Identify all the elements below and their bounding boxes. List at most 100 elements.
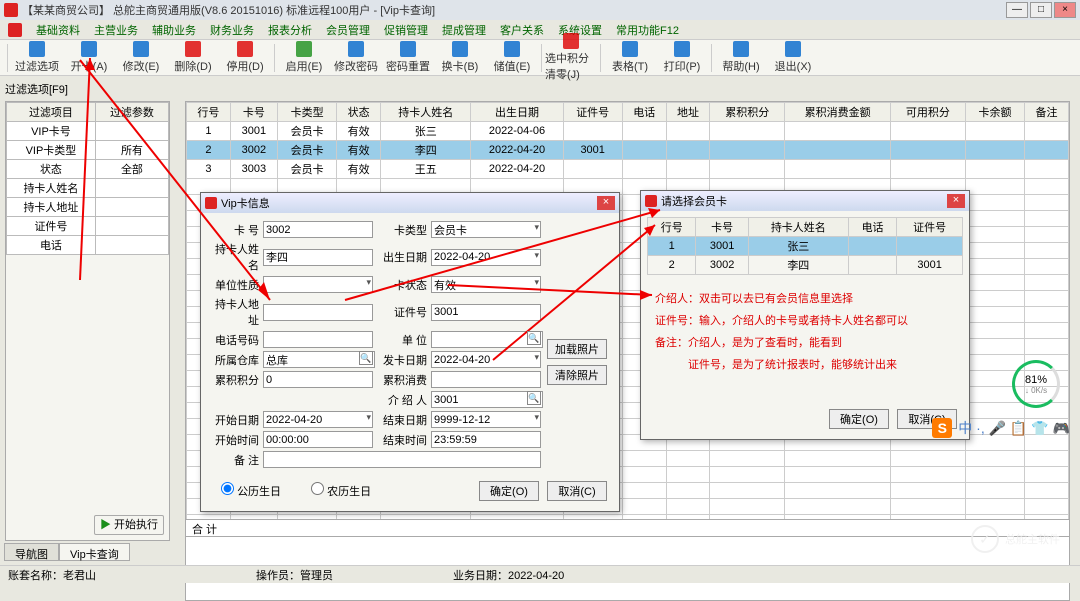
grid-header[interactable]: 累积积分: [710, 103, 785, 122]
card-type-select[interactable]: [431, 221, 541, 238]
addr-input[interactable]: [263, 304, 373, 321]
cert-input[interactable]: [431, 304, 541, 321]
grid-header[interactable]: 证件号: [563, 103, 622, 122]
toolbar-帮助(H)[interactable]: 帮助(H): [715, 41, 767, 74]
member-select-table[interactable]: 行号卡号持卡人姓名电话证件号13001张三23002李四3001: [647, 217, 963, 275]
toolbar-退出(X)[interactable]: 退出(X): [767, 41, 819, 74]
search-icon[interactable]: 🔍: [359, 351, 373, 365]
remark-input[interactable]: [263, 451, 541, 468]
menu-item[interactable]: 常用功能F12: [616, 22, 679, 38]
acc-consume-input[interactable]: [431, 371, 541, 388]
grid-header[interactable]: 行号: [187, 103, 231, 122]
ime-icon[interactable]: S: [932, 418, 952, 438]
grid-header[interactable]: 持卡人姓名: [381, 103, 471, 122]
toolbar-选中积分清零(J)[interactable]: 选中积分清零(J): [545, 33, 597, 82]
grid-header[interactable]: 卡余额: [965, 103, 1024, 122]
filter-value[interactable]: [95, 122, 168, 141]
filter-value[interactable]: [95, 198, 168, 217]
grid-header[interactable]: 累积消费金额: [785, 103, 891, 122]
cancel-button[interactable]: 取消(C): [547, 481, 607, 501]
dialog-close-icon[interactable]: ×: [597, 196, 615, 210]
toolbar-启用(E)[interactable]: 启用(E): [278, 41, 330, 74]
search-icon[interactable]: 🔍: [527, 391, 541, 405]
add-photo-button[interactable]: 加载照片: [547, 339, 607, 359]
filter-value[interactable]: 全部: [95, 160, 168, 179]
filter-value[interactable]: [95, 179, 168, 198]
menu-icon: [8, 23, 22, 37]
filter-value[interactable]: [95, 217, 168, 236]
start-time-input[interactable]: [263, 431, 373, 448]
clear-photo-button[interactable]: 清除照片: [547, 365, 607, 385]
dialog-close-icon[interactable]: ×: [947, 194, 965, 208]
dialog-icon: [205, 197, 217, 209]
toolbar-修改密码[interactable]: 修改密码: [330, 41, 382, 74]
close-button[interactable]: ×: [1054, 2, 1076, 18]
table-row[interactable]: 23002李四3001: [648, 256, 963, 275]
toolbar-打印(P)[interactable]: 打印(P): [656, 41, 708, 74]
toolbar-密码重置[interactable]: 密码重置: [382, 41, 434, 74]
issue-date-input[interactable]: [431, 351, 541, 368]
menu-item[interactable]: 提成管理: [442, 22, 486, 38]
menu-item[interactable]: 报表分析: [268, 22, 312, 38]
menu-item[interactable]: 主营业务: [94, 22, 138, 38]
ime-bar[interactable]: S 中 ·, 🎤 📋 👕 🎮: [932, 418, 1070, 438]
end-time-label: 结束时间: [377, 432, 427, 448]
store-label: 所属仓库: [209, 352, 259, 368]
end-time-input[interactable]: [431, 431, 541, 448]
menu-item[interactable]: 基础资料: [36, 22, 80, 38]
search-icon[interactable]: 🔍: [527, 331, 541, 345]
card-no-input[interactable]: [263, 221, 373, 238]
grid-header[interactable]: 可用积分: [891, 103, 966, 122]
filter-value[interactable]: [95, 236, 168, 255]
ok-button[interactable]: 确定(O): [479, 481, 539, 501]
maximize-button[interactable]: □: [1030, 2, 1052, 18]
grid-header[interactable]: 状态: [337, 103, 381, 122]
unit-nature-input[interactable]: [263, 276, 373, 293]
start-execute-button[interactable]: 开始执行: [94, 515, 164, 535]
table-row[interactable]: 13001会员卡有效张三2022-04-06: [187, 122, 1069, 141]
start-date-input[interactable]: [263, 411, 373, 428]
grid-header[interactable]: 电话: [622, 103, 666, 122]
grid-header[interactable]: 出生日期: [471, 103, 563, 122]
points-label: 累积积分: [209, 372, 259, 388]
toolbar-过滤选项[interactable]: 过滤选项: [11, 41, 63, 74]
filter-table: 过滤项目过滤参数 VIP卡号VIP卡类型所有状态全部持卡人姓名持卡人地址证件号电…: [6, 102, 169, 255]
menu-item[interactable]: 财务业务: [210, 22, 254, 38]
toolbar-换卡(B)[interactable]: 换卡(B): [434, 41, 486, 74]
minimize-button[interactable]: —: [1006, 2, 1028, 18]
lunar-radio[interactable]: 农历生日: [311, 482, 371, 499]
tab-nav[interactable]: 导航图: [4, 543, 59, 561]
phone-input[interactable]: [263, 331, 373, 348]
birth-input[interactable]: [431, 249, 541, 266]
table-row[interactable]: 13001张三: [648, 237, 963, 256]
table-row[interactable]: 23002会员卡有效李四2022-04-203001: [187, 141, 1069, 160]
menu-item[interactable]: 促销管理: [384, 22, 428, 38]
window-title: 【某某商贸公司】 总舵主商贸通用版(V8.6 20151016) 标准远程100…: [22, 2, 1006, 18]
menu-item[interactable]: 辅助业务: [152, 22, 196, 38]
table-row[interactable]: 33003会员卡有效王五2022-04-20: [187, 160, 1069, 179]
grid-header[interactable]: 地址: [666, 103, 710, 122]
solar-radio[interactable]: 公历生日: [221, 482, 281, 499]
toolbar-停用(D)[interactable]: 停用(D): [219, 41, 271, 74]
toolbar-修改(E)[interactable]: 修改(E): [115, 41, 167, 74]
toolbar-删除(D)[interactable]: 删除(D): [167, 41, 219, 74]
filter-item: 电话: [7, 236, 96, 255]
menu-item[interactable]: 会员管理: [326, 22, 370, 38]
ok-button[interactable]: 确定(O): [829, 409, 889, 429]
filter-value[interactable]: 所有: [95, 141, 168, 160]
points-input[interactable]: [263, 371, 373, 388]
grid-header[interactable]: 卡类型: [278, 103, 337, 122]
menu-item[interactable]: 客户关系: [500, 22, 544, 38]
toolbar-表格(T)[interactable]: 表格(T): [604, 41, 656, 74]
filter-panel: 过滤项目过滤参数 VIP卡号VIP卡类型所有状态全部持卡人姓名持卡人地址证件号电…: [5, 101, 170, 541]
holder-input[interactable]: [263, 249, 373, 266]
toolbar-开卡(A)[interactable]: 开卡(A): [63, 41, 115, 74]
toolbar-储值(E)[interactable]: 储值(E): [486, 41, 538, 74]
card-status-label: 卡状态: [377, 277, 427, 293]
grid-header[interactable]: 备注: [1025, 103, 1069, 122]
grid-header[interactable]: 卡号: [230, 103, 277, 122]
card-type-label: 卡类型: [377, 222, 427, 238]
tab-vip-query[interactable]: Vip卡查询: [59, 543, 130, 561]
card-status-select[interactable]: [431, 276, 541, 293]
end-date-input[interactable]: [431, 411, 541, 428]
